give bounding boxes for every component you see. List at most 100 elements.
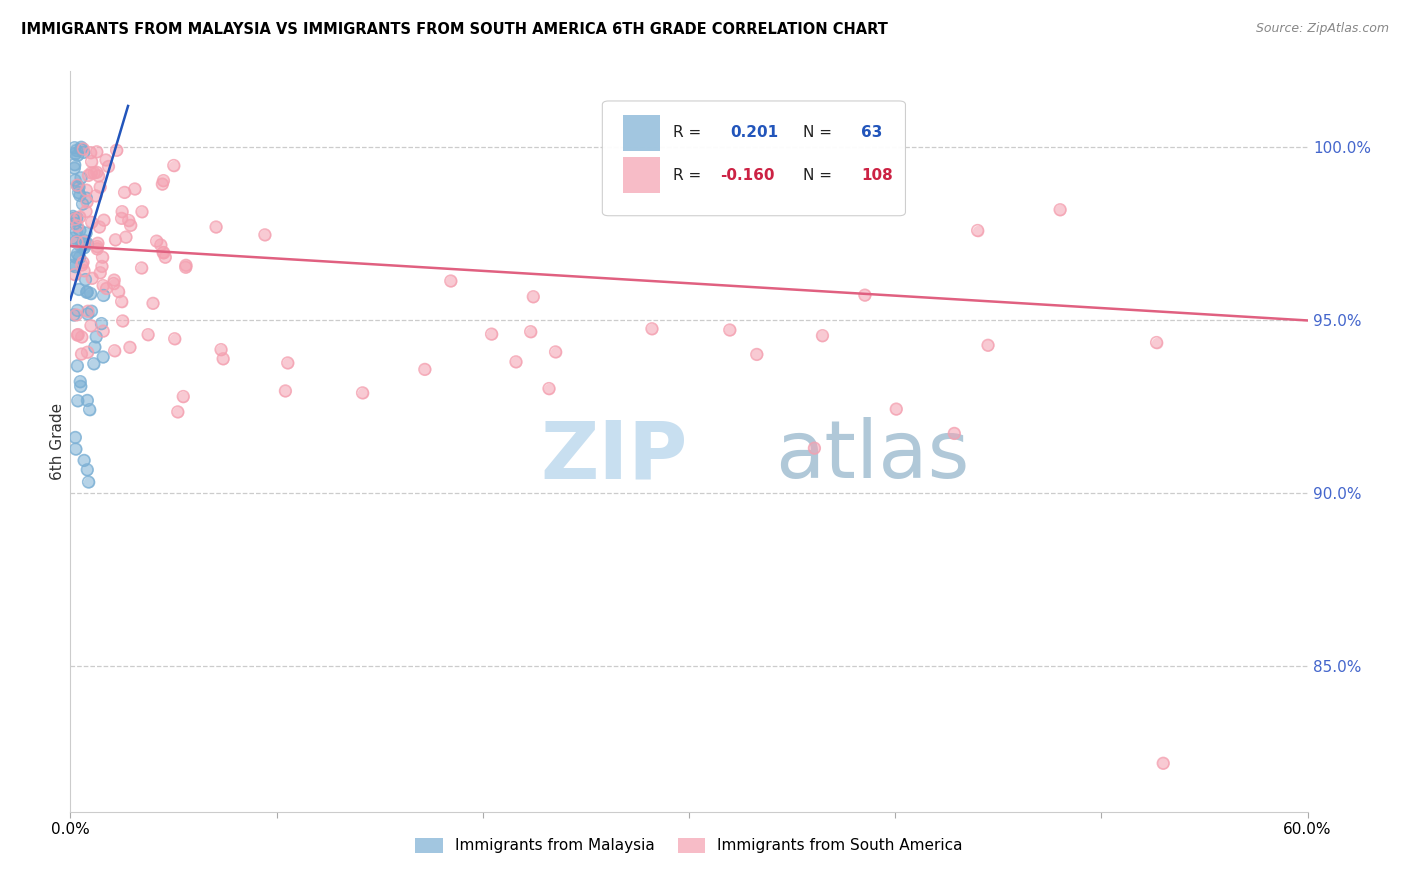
Text: 0.201: 0.201: [730, 125, 778, 140]
Point: [69, 379, 91, 393]
Point: [111, 294, 134, 309]
Point: [853, 288, 876, 302]
Point: [63, 161, 86, 175]
Point: [80, 318, 103, 333]
Point: [97, 160, 120, 174]
Point: [80, 154, 103, 169]
Point: [89, 180, 111, 194]
Point: [70, 347, 93, 361]
Point: [77, 169, 100, 183]
Point: [75, 191, 97, 205]
Point: [1152, 756, 1174, 771]
Point: [72, 197, 94, 211]
Point: [72, 255, 94, 269]
Point: [69, 251, 91, 265]
Point: [966, 223, 988, 237]
Point: [66, 393, 89, 408]
Point: [66, 328, 89, 343]
Text: atlas: atlas: [776, 417, 970, 495]
Point: [93, 288, 115, 302]
Point: [76, 393, 98, 408]
Point: [884, 402, 907, 417]
Text: 108: 108: [860, 168, 893, 183]
Point: [76, 194, 98, 209]
Point: [84, 330, 107, 344]
Point: [65, 235, 87, 249]
Point: [70, 258, 93, 272]
Point: [136, 327, 159, 342]
Point: [62, 258, 84, 272]
Point: [105, 144, 128, 158]
Point: [440, 274, 463, 288]
Point: [505, 355, 527, 369]
Point: [65, 146, 87, 161]
Point: [114, 186, 136, 200]
Point: [83, 340, 105, 354]
Point: [70, 239, 93, 253]
Point: [174, 260, 197, 275]
Point: [718, 323, 741, 337]
Point: [1152, 756, 1174, 771]
Point: [69, 375, 91, 389]
Point: [1146, 335, 1168, 350]
Point: [94, 153, 117, 167]
Point: [67, 282, 90, 296]
Point: [83, 357, 105, 371]
Point: [943, 426, 966, 441]
Point: [76, 463, 98, 477]
Point: [811, 328, 834, 343]
Point: [63, 173, 86, 187]
Point: [69, 210, 91, 224]
Point: [104, 233, 127, 247]
Point: [65, 224, 87, 238]
Point: [65, 308, 87, 322]
Point: [76, 285, 98, 300]
Point: [172, 390, 194, 404]
Point: [72, 255, 94, 269]
Point: [79, 402, 101, 417]
Point: [277, 356, 299, 370]
Point: [77, 475, 100, 489]
Point: [65, 442, 87, 456]
Point: [76, 307, 98, 321]
Point: [131, 204, 153, 219]
Point: [205, 219, 228, 234]
Point: [91, 350, 114, 364]
Point: [91, 350, 114, 364]
Point: [77, 304, 100, 318]
Point: [63, 141, 86, 155]
Point: [124, 182, 146, 196]
Point: [70, 140, 93, 154]
Point: [107, 285, 129, 299]
Point: [83, 340, 105, 354]
Point: [65, 251, 87, 265]
Point: [718, 323, 741, 337]
Point: [82, 271, 104, 285]
Point: [93, 213, 115, 227]
Point: [66, 328, 89, 343]
Point: [96, 281, 118, 295]
Point: [145, 234, 167, 248]
FancyBboxPatch shape: [623, 115, 661, 151]
Point: [811, 328, 834, 343]
Point: [118, 340, 141, 354]
Point: [67, 186, 90, 200]
Point: [75, 272, 97, 286]
Point: [86, 145, 108, 159]
Point: [120, 219, 142, 233]
Point: [136, 327, 159, 342]
Point: [69, 223, 91, 237]
Point: [75, 204, 97, 219]
Point: [90, 260, 112, 274]
Point: [72, 142, 94, 156]
Point: [73, 453, 96, 467]
Point: [87, 169, 110, 183]
Point: [89, 219, 111, 234]
Point: [73, 241, 96, 255]
Point: [90, 317, 112, 331]
Point: [87, 169, 110, 183]
Point: [89, 266, 111, 280]
Point: [120, 219, 142, 233]
Point: [84, 189, 107, 203]
Point: [519, 325, 541, 339]
